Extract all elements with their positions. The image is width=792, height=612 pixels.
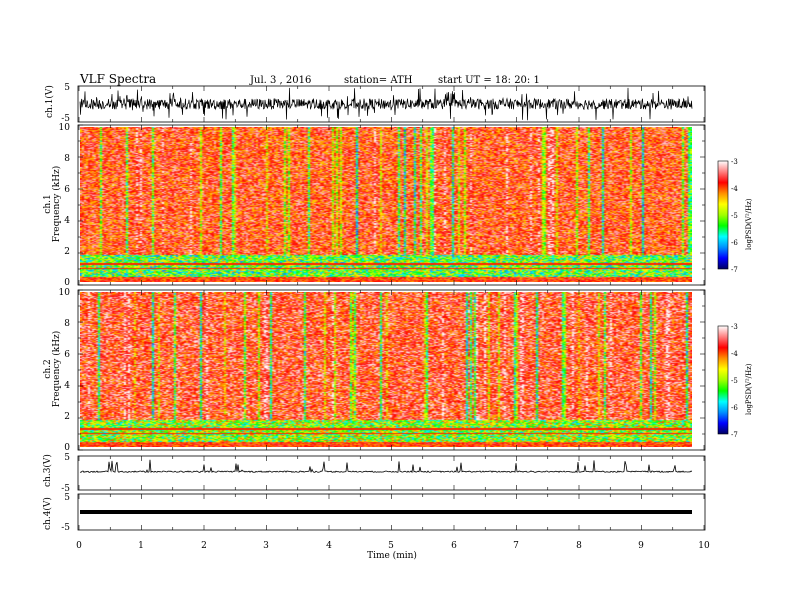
ch3-waveform-panel (77, 455, 706, 491)
ch4-ytick-label: -5 (61, 523, 70, 533)
ch1-spectrogram-image (80, 127, 692, 282)
ch1-waveform-trace (79, 87, 693, 121)
ch2-freq-tick-label: 10 (59, 288, 71, 298)
ch4-ytick-label: 5 (64, 493, 70, 503)
ch2-freq-tick-label: 6 (64, 350, 70, 360)
xtick-label: 6 (451, 541, 457, 551)
ch1-frequency-axis-label-unit: Frequency (kHz) (51, 166, 62, 243)
ch1-voltage-axis-label: ch.1(V) (44, 85, 55, 118)
ch2-frequency-axis-label: ch.2 (43, 359, 53, 378)
ch3-waveform-trace (79, 459, 693, 474)
date-label: Jul. 3 , 2016 (249, 75, 311, 86)
ch2-colorbar: -3 -4 -5 -6 -7 logPSD(V²/Hz) (717, 323, 753, 439)
ch2-freq-tick-label: 0 (64, 443, 70, 453)
xtick-label: 1 (138, 541, 144, 551)
ch1-ytick-label: 5 (64, 83, 70, 93)
cb2-tick-label: -6 (731, 404, 738, 412)
xtick-label: 5 (388, 541, 394, 551)
ch1-freq-tick-label: 4 (64, 216, 70, 226)
axis-ticks (78, 86, 705, 530)
cb1-tick-label: -7 (731, 266, 738, 274)
cb2-tick-label: -7 (731, 431, 738, 439)
ch1-frequency-axis-label: ch.1 (43, 194, 53, 213)
ch2-freq-tick-label: 2 (64, 412, 70, 422)
ch3-ytick-label: 5 (64, 453, 70, 463)
ch3-voltage-axis-label: ch.3(V) (42, 454, 53, 487)
ch1-freq-tick-label: 6 (64, 185, 70, 195)
xtick-label: 4 (326, 541, 332, 551)
ch4-voltage-axis-label: ch.4(V) (42, 497, 53, 530)
figure-title: VLF Spectra (79, 72, 156, 86)
xtick-label: 7 (513, 541, 519, 551)
ch1-freq-tick-label: 0 (64, 278, 70, 288)
cb2-tick-label: -5 (731, 377, 738, 385)
cb1-tick-label: -4 (731, 185, 738, 193)
xtick-label: 10 (698, 541, 710, 551)
start-time-label: start UT = 18: 20: 1 (438, 75, 540, 86)
ch1-ytick-label: -5 (61, 114, 70, 124)
xtick-label: 8 (576, 541, 582, 551)
ch1-freq-tick-label: 10 (59, 123, 71, 133)
ch1-colorbar: -3 -4 -5 -6 -7 logPSD(V²/Hz) (717, 158, 753, 274)
cb2-tick-label: -3 (731, 323, 738, 331)
ch2-freq-tick-label: 4 (64, 381, 70, 391)
xtick-label: 9 (638, 541, 644, 551)
x-axis-label: Time (min) (367, 550, 417, 561)
station-label: station= ATH (344, 75, 413, 86)
cb2-tick-label: -4 (731, 350, 738, 358)
cb1-label: logPSD(V²/Hz) (745, 198, 753, 250)
ch1-freq-tick-label: 8 (64, 154, 70, 164)
cb1-tick-label: -3 (731, 158, 738, 166)
ch2-freq-tick-label: 8 (64, 319, 70, 329)
xtick-label: 2 (201, 541, 207, 551)
ch1-freq-tick-label: 2 (64, 247, 70, 257)
cb1-tick-label: -5 (731, 212, 738, 220)
cb2-label: logPSD(V²/Hz) (745, 363, 753, 415)
xtick-label: 3 (263, 541, 269, 551)
ch2-spectrogram-image (80, 292, 692, 447)
ch2-frequency-axis-label-unit: Frequency (kHz) (51, 331, 62, 408)
xtick-label: 0 (76, 541, 82, 551)
ch3-ytick-label: -5 (61, 484, 70, 494)
cb1-tick-label: -6 (731, 239, 738, 247)
